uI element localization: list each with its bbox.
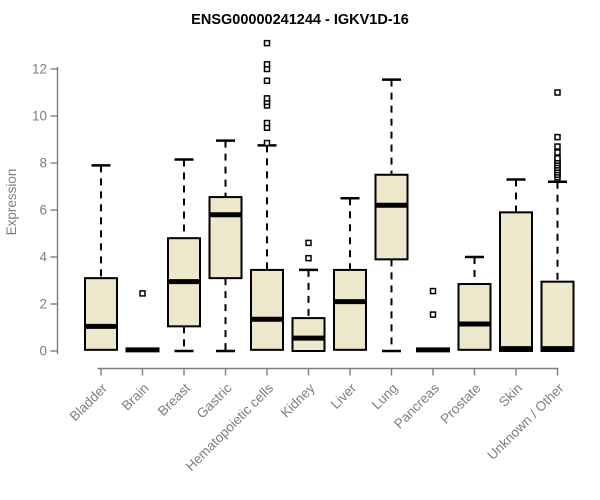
y-tick-label: 6 — [39, 203, 47, 218]
box-gastric — [208, 139, 243, 353]
iqr-box — [250, 268, 284, 351]
box-brain — [125, 290, 160, 353]
outlier-point — [263, 39, 271, 47]
box-hematopoietic-cells — [250, 39, 284, 351]
outlier-point — [305, 239, 312, 247]
iqr-box — [457, 283, 492, 351]
x-category-label-unknown-other: Unknown / Other — [484, 380, 567, 463]
box-lung — [374, 78, 409, 353]
x-category-label-pancreas: Pancreas — [391, 380, 442, 431]
outlier-point — [554, 155, 561, 162]
outlier-point — [554, 89, 561, 96]
iqr-box — [291, 317, 326, 353]
outlier-point — [139, 290, 146, 297]
x-category-label-liver: Liver — [328, 380, 360, 412]
x-category-label-gastric: Gastric — [194, 380, 235, 421]
y-tick-label: 8 — [39, 156, 47, 171]
outlier-point — [429, 311, 437, 318]
y-tick-label: 4 — [39, 250, 47, 265]
x-category-label-breast: Breast — [155, 380, 193, 418]
y-tick-label: 2 — [39, 297, 47, 312]
box-bladder — [84, 164, 118, 351]
outlier-point — [429, 287, 437, 295]
iqr-box — [208, 196, 243, 280]
box-kidney — [291, 239, 326, 353]
y-axis-label: Expression — [4, 169, 19, 236]
outlier-point — [554, 133, 561, 141]
outlier-point — [305, 254, 312, 262]
chart-title: ENSG00000241244 - IGKV1D-16 — [191, 12, 409, 28]
x-category-label-skin: Skin — [496, 381, 525, 410]
box-skin — [499, 178, 533, 352]
x-category-label-kidney: Kidney — [278, 380, 318, 420]
x-category-label-bladder: Bladder — [67, 380, 111, 424]
outlier-point — [263, 95, 271, 102]
x-category-label-prostate: Prostate — [437, 381, 483, 427]
box-liver — [333, 197, 367, 351]
box-unknown-other — [540, 89, 575, 352]
iqr-box — [374, 173, 409, 261]
iqr-box — [84, 277, 118, 351]
x-category-label-lung: Lung — [369, 381, 401, 413]
iqr-box — [499, 211, 533, 352]
outlier-point — [554, 143, 561, 150]
iqr-box — [540, 280, 575, 352]
outlier-point — [263, 77, 271, 84]
box-pancreas — [416, 287, 450, 353]
box-breast — [167, 158, 201, 353]
outlier-point — [263, 139, 271, 147]
outlier-point — [554, 149, 561, 156]
box-prostate — [457, 255, 492, 351]
y-tick-label: 10 — [32, 109, 47, 124]
outlier-point — [263, 119, 271, 127]
iqr-box — [333, 268, 367, 351]
x-category-label-brain: Brain — [119, 381, 152, 414]
y-tick-label: 0 — [39, 344, 47, 359]
y-tick-label: 12 — [32, 62, 47, 77]
outlier-point — [263, 61, 271, 68]
